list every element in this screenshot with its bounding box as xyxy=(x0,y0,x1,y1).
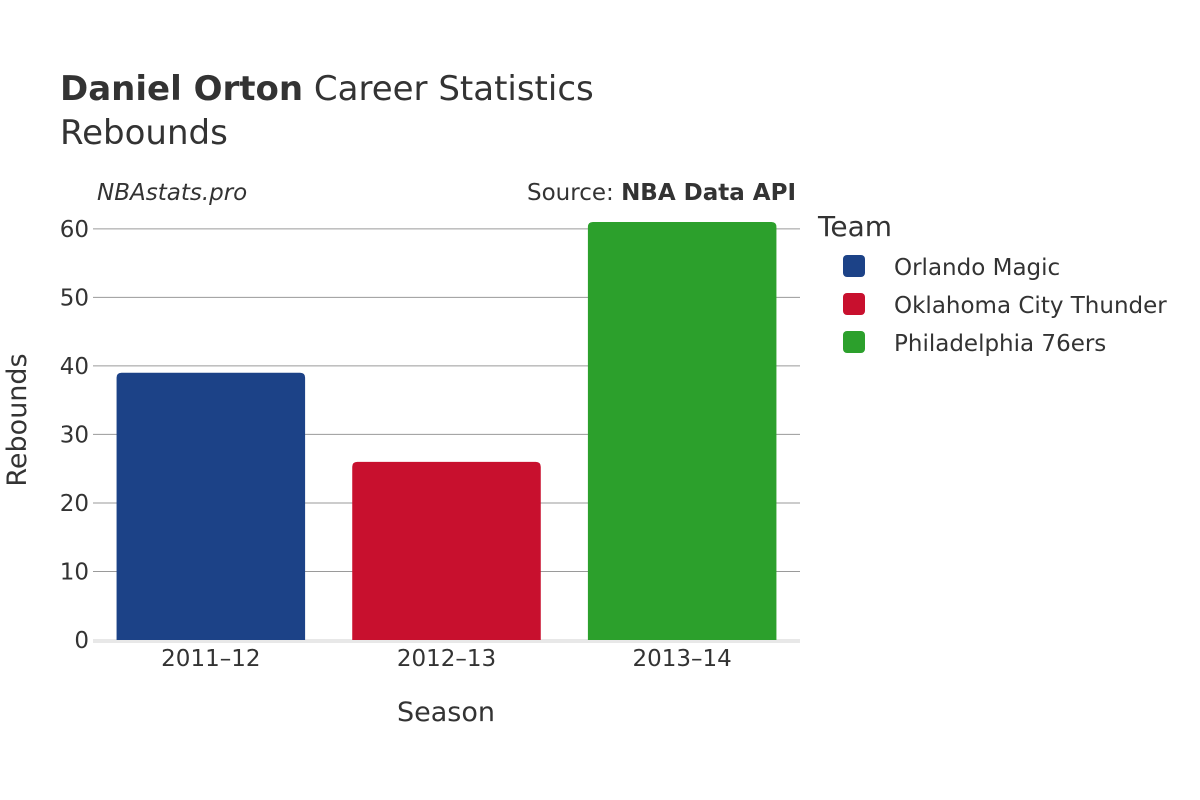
y-tick-label: 20 xyxy=(60,491,89,517)
bar xyxy=(587,222,777,640)
chart-subtitle: Rebounds xyxy=(60,113,228,153)
x-tick-label: 2013–14 xyxy=(633,646,732,672)
chart-title: Daniel Orton Career Statistics xyxy=(60,69,594,109)
chart-title-rest: Career Statistics xyxy=(303,69,594,109)
source-label: Source: NBA Data API xyxy=(527,180,796,206)
y-axis-label: Rebounds xyxy=(2,353,33,486)
y-tick-label: 60 xyxy=(60,217,89,243)
bars xyxy=(116,222,777,640)
source-name: NBA Data API xyxy=(621,180,796,206)
chart-title-player: Daniel Orton xyxy=(60,69,303,109)
bar xyxy=(116,372,306,640)
x-tick-label: 2012–13 xyxy=(397,646,496,672)
y-tick-label: 0 xyxy=(74,628,89,654)
legend-swatch xyxy=(843,331,865,353)
legend-label: Orlando Magic xyxy=(894,255,1060,281)
source-prefix: Source: xyxy=(527,180,621,206)
x-axis-label: Season xyxy=(397,697,495,728)
legend: Orlando Magic Oklahoma City Thunder Philad… xyxy=(843,255,1167,357)
x-tick-label: 2011–12 xyxy=(161,646,260,672)
y-tick-label: 40 xyxy=(60,354,89,380)
legend-label: Oklahoma City Thunder xyxy=(894,293,1167,319)
y-tick-label: 30 xyxy=(60,422,89,448)
bar xyxy=(352,461,541,640)
legend-swatch xyxy=(843,255,865,277)
x-axis-ticks: 2011–12 2012–13 2013–14 xyxy=(161,646,732,672)
legend-label: Philadelphia 76ers xyxy=(894,331,1106,357)
y-tick-label: 10 xyxy=(60,559,89,585)
legend-swatch xyxy=(843,293,865,315)
y-axis-ticks: 0 10 20 30 40 50 60 xyxy=(60,217,89,654)
y-tick-label: 50 xyxy=(60,285,89,311)
legend-title: Team xyxy=(817,210,892,243)
watermark: NBAstats.pro xyxy=(97,180,247,206)
